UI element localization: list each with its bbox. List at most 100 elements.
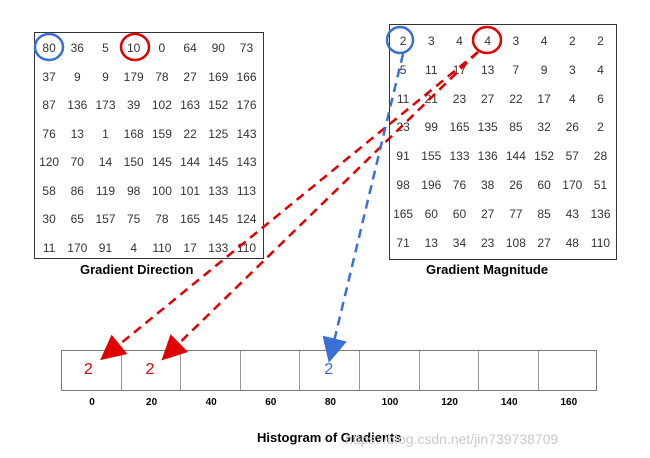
grid-cell: 4 (597, 62, 604, 77)
histogram-bin: 2 (300, 351, 360, 390)
grid-cell: 2 (399, 34, 407, 48)
grid-cell: 38 (481, 178, 495, 192)
grid-cell: 98 (127, 183, 141, 198)
grid-cell: 76 (42, 126, 56, 141)
grid-cell: 30 (42, 212, 56, 226)
grid-cell: 57 (565, 149, 579, 164)
gradient-direction-grid: 80 36 5 10 0 64 90 73 37 9 9 179 78 27 169 166 87 136 173 3… (34, 32, 264, 259)
grid-cell: 9 (102, 69, 109, 84)
grid-cell: 11 (425, 62, 438, 77)
grid-cell: 14 (98, 155, 113, 169)
grid-cell: 48 (565, 235, 579, 250)
grid-cell: 170 (562, 178, 583, 192)
grid-cell: 0 (158, 41, 166, 55)
watermark-text: https://blog.csdn.net/jin739738709 (345, 431, 559, 447)
histogram-tick-label: 160 (560, 397, 578, 408)
grid-cell: 17 (183, 240, 197, 255)
grid-cell: 3 (568, 62, 576, 77)
magnitude-highlight-blue-circle (385, 25, 415, 55)
grid-cell: 27 (537, 235, 551, 250)
grid-cell: 4 (568, 91, 576, 106)
grid-cell: 144 (180, 155, 201, 169)
grid-cell: 27 (481, 206, 495, 221)
histogram-bin (181, 351, 241, 390)
grid-cell: 34 (452, 235, 467, 250)
grid-cell: 22 (183, 126, 197, 141)
grid-cell: 60 (424, 206, 438, 221)
grid-cell: 4 (540, 34, 548, 48)
grid-cell: 37 (42, 69, 56, 84)
grid-cell: 17 (537, 91, 551, 106)
grid-cell: 76 (452, 178, 467, 192)
grid-cell: 169 (208, 69, 229, 84)
grid-cell: 7 (512, 62, 520, 77)
grid-cell: 176 (236, 98, 257, 112)
grid-cell: 90 (211, 41, 225, 55)
grid-cell: 155 (421, 149, 442, 164)
histogram-bin (360, 351, 420, 390)
grid-cell: 23 (396, 120, 410, 135)
grid-cell: 51 (593, 178, 608, 192)
grid-cell: 4 (456, 34, 463, 48)
grid-cell: 102 (151, 98, 172, 112)
histogram-tick-label: 140 (500, 397, 518, 408)
grid-cell: 136 (477, 149, 498, 164)
grid-cell: 11 (396, 91, 410, 106)
grid-cell: 26 (565, 120, 579, 135)
grid-cell: 165 (393, 206, 414, 221)
grid-cell: 11 (42, 240, 56, 255)
grid-cell: 145 (208, 212, 229, 226)
grid-cell: 86 (70, 183, 84, 198)
grid-cell: 13 (70, 126, 84, 141)
histogram-tick-label: 40 (205, 397, 217, 408)
histogram-bin-value: 2 (324, 361, 334, 378)
grid-cell: 26 (509, 178, 523, 192)
grid-cell: 101 (180, 183, 201, 198)
grid-cell: 64 (183, 41, 197, 55)
grid-cell: 4 (130, 240, 138, 255)
grid-cell: 75 (127, 212, 141, 226)
grid-cell: 3 (427, 34, 435, 48)
grid-cell: 163 (180, 98, 201, 112)
grid-cell: 73 (239, 41, 254, 55)
grid-cell: 143 (236, 126, 257, 141)
grid-cell: 120 (39, 155, 60, 169)
histogram-bin (241, 351, 301, 390)
grid-cell: 170 (67, 240, 88, 255)
grid-cell: 165 (449, 120, 470, 135)
grid-cell: 27 (183, 69, 197, 84)
grid-cell: 65 (70, 212, 84, 226)
grid-cell: 87 (42, 98, 56, 112)
grid-cell: 110 (152, 240, 172, 255)
grid-cell: 166 (236, 69, 257, 84)
grid-cell: 78 (155, 69, 169, 84)
grid-cell: 152 (534, 149, 555, 164)
grid-cell: 3 (512, 34, 520, 48)
grid-cell: 23 (452, 91, 467, 106)
grid-cell: 77 (509, 206, 523, 221)
grid-cell: 58 (42, 183, 56, 198)
grid-cell: 10 (127, 41, 141, 55)
grid-cell: 108 (505, 235, 526, 250)
grid-cell: 85 (537, 206, 551, 221)
grid-cell: 99 (424, 120, 438, 135)
histogram-tick-label: 80 (324, 397, 336, 408)
grid-cell: 150 (123, 155, 144, 169)
grid-cell: 36 (70, 41, 84, 55)
grid-cell: 145 (208, 155, 229, 169)
grid-cell: 22 (509, 91, 523, 106)
grid-cell: 1 (102, 126, 109, 141)
grid-cell: 196 (421, 178, 442, 192)
grid-cell: 100 (151, 183, 172, 198)
grid-cell: 85 (509, 120, 523, 135)
grid-cell: 91 (98, 240, 113, 255)
grid-cell: 110 (590, 235, 611, 250)
grid-cell: 98 (396, 178, 410, 192)
grid-cell: 136 (590, 206, 611, 221)
grid-cell: 136 (67, 98, 88, 112)
direction-highlight-red-circle (119, 32, 151, 62)
grid-cell: 39 (127, 98, 141, 112)
histogram-title: Histogram of Gradients (257, 430, 402, 445)
histogram-bin (479, 351, 539, 390)
